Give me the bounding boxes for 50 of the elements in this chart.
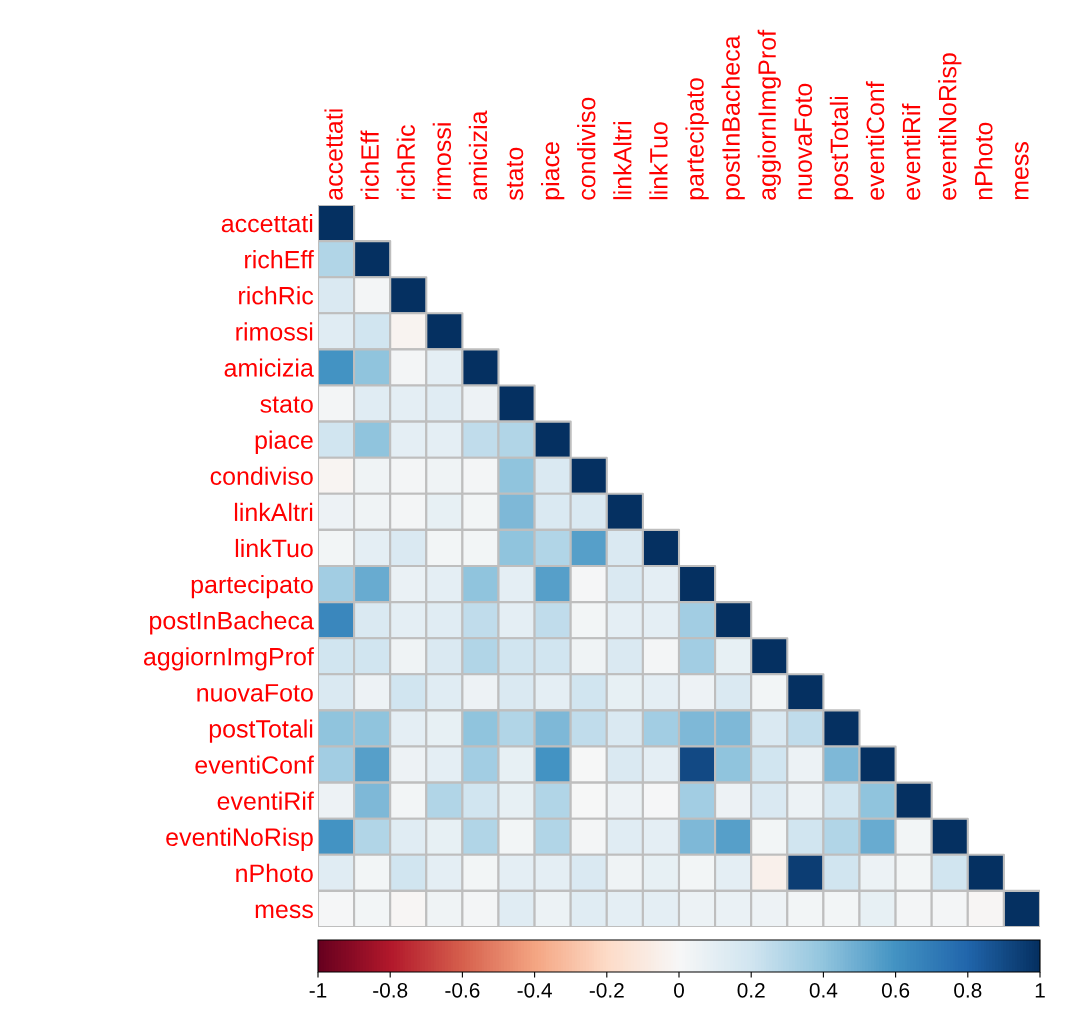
x-tick-label: nPhoto bbox=[974, 122, 993, 200]
color-bar-label: 0.2 bbox=[737, 982, 765, 998]
x-tick-label: stato bbox=[506, 147, 524, 201]
x-tick-label: condiviso bbox=[577, 97, 596, 200]
x-tick-label: eventiRif bbox=[902, 103, 921, 200]
x-tick-label: postInBacheca bbox=[721, 35, 745, 200]
x-tick-label: piace bbox=[541, 142, 565, 200]
color-bar-label: 0 bbox=[674, 982, 684, 998]
y-tick-label: partecipato bbox=[191, 574, 313, 599]
x-tick-label: eventiNoRisp bbox=[938, 53, 962, 200]
y-tick-label: amicizia bbox=[224, 358, 314, 377]
x-tick-label: eventiConf bbox=[865, 81, 885, 200]
y-tick-label: aggiornImgProf bbox=[143, 647, 314, 671]
color-bar-label: -0.6 bbox=[445, 982, 480, 998]
x-tick-label: richRic bbox=[396, 125, 415, 200]
y-tick-label: rimossi bbox=[236, 322, 313, 341]
color-bar-label: -0.8 bbox=[373, 982, 408, 998]
color-bar-label: -0.4 bbox=[517, 982, 552, 998]
y-tick-label: mess bbox=[255, 904, 313, 919]
y-tick-label: piace bbox=[255, 430, 313, 454]
x-tick-label: aggiornImgProf bbox=[757, 29, 781, 200]
y-tick-label: linkTuo bbox=[235, 538, 313, 558]
y-tick-label: richRic bbox=[239, 286, 314, 305]
y-tick-label: eventiRif bbox=[217, 791, 314, 810]
color-bar-label: -0.2 bbox=[589, 982, 624, 998]
y-tick-label: nPhoto bbox=[236, 863, 313, 883]
y-tick-label: postInBacheca bbox=[150, 611, 314, 635]
color-bar-label: -1 bbox=[309, 983, 327, 998]
y-tick-label: accettati bbox=[221, 213, 313, 233]
x-tick-label: linkAltri bbox=[613, 121, 632, 200]
y-tick-label: richEff bbox=[245, 250, 314, 269]
y-tick-label: eventiNoRisp bbox=[166, 827, 313, 851]
color-bar-label: 0.6 bbox=[881, 982, 910, 998]
x-tick-label: amicizia bbox=[468, 110, 488, 200]
x-tick-label: linkTuo bbox=[649, 122, 668, 200]
x-tick-label: partecipato bbox=[685, 78, 709, 200]
x-tick-label: richEff bbox=[360, 130, 379, 200]
x-tick-label: rimossi bbox=[432, 123, 452, 200]
y-tick-label: linkAltri bbox=[234, 502, 313, 522]
color-bar-label: 1 bbox=[1035, 983, 1045, 998]
y-tick-label: nuovaFoto bbox=[197, 684, 313, 702]
y-tick-label: stato bbox=[260, 396, 313, 413]
color-bar-label: 0.4 bbox=[809, 982, 838, 998]
x-tick-label: mess bbox=[1014, 142, 1029, 200]
x-tick-label: nuovaFoto bbox=[794, 83, 813, 200]
color-bar-label: 0.8 bbox=[954, 982, 982, 998]
y-tick-label: eventiConf bbox=[195, 755, 314, 774]
x-tick-label: postTotali bbox=[829, 96, 854, 200]
y-tick-label: condiviso bbox=[210, 466, 313, 486]
y-tick-label: postTotali bbox=[209, 719, 313, 743]
